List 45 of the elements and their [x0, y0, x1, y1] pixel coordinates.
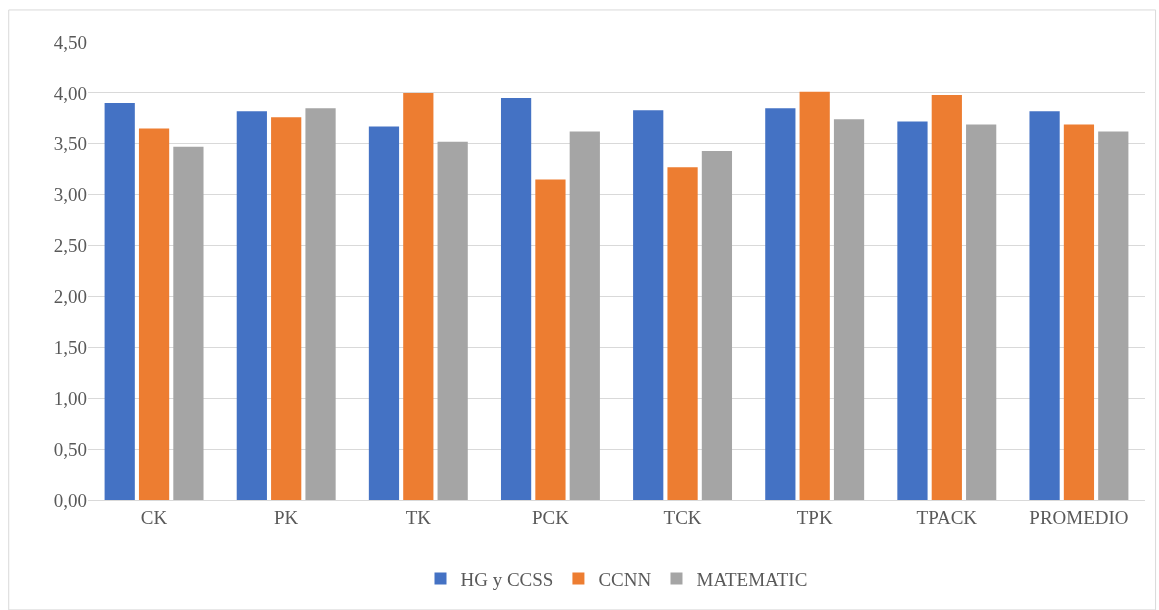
- bar: [368, 126, 400, 500]
- bar: [271, 117, 302, 500]
- legend-label: MATEMATIC: [696, 568, 808, 590]
- x-tick-label: TCK: [663, 506, 702, 528]
- bar: [897, 121, 928, 500]
- y-tick-label: 3,50: [53, 133, 87, 155]
- y-tick-label: 0,50: [53, 438, 87, 460]
- legend-label: CCNN: [598, 568, 652, 590]
- bar: [966, 124, 997, 500]
- y-tick-label: 1,50: [53, 336, 87, 358]
- y-tick-label: 2,50: [53, 235, 87, 257]
- y-tick-label: 3,00: [53, 184, 87, 206]
- bar: [437, 141, 468, 500]
- y-tick-label: 2,00: [53, 286, 87, 308]
- x-tick-label: TPK: [796, 506, 833, 528]
- bar: [1063, 124, 1095, 500]
- bar: [569, 131, 600, 500]
- y-tick-label: 4,50: [53, 31, 87, 53]
- bar: [931, 94, 962, 500]
- bar: [799, 91, 830, 500]
- x-tick-label: CK: [140, 506, 168, 528]
- bar: [1098, 131, 1129, 500]
- x-tick-label: TK: [405, 506, 432, 528]
- x-tick-label: PCK: [531, 506, 570, 528]
- bar: [305, 108, 336, 500]
- bar: [833, 119, 865, 500]
- bar: [403, 92, 434, 500]
- y-tick-label: 1,00: [53, 387, 87, 409]
- x-tick-label: PK: [274, 506, 299, 528]
- x-tick-label: PROMEDIO: [1029, 506, 1129, 528]
- x-tick-label: TPACK: [916, 506, 978, 528]
- bar: [667, 167, 698, 500]
- legend-label: HG y CCSS: [460, 568, 554, 590]
- bar: [633, 110, 664, 500]
- bar: [138, 128, 170, 500]
- y-tick-label: 0,00: [53, 489, 87, 511]
- bar: [1029, 111, 1060, 500]
- bar: [104, 103, 135, 500]
- bar: [236, 111, 267, 500]
- bar: [701, 150, 733, 500]
- bar: [173, 146, 204, 500]
- bar: [535, 179, 566, 500]
- bar: [765, 108, 796, 500]
- bar: [500, 97, 532, 500]
- y-tick-label: 4,00: [53, 82, 87, 104]
